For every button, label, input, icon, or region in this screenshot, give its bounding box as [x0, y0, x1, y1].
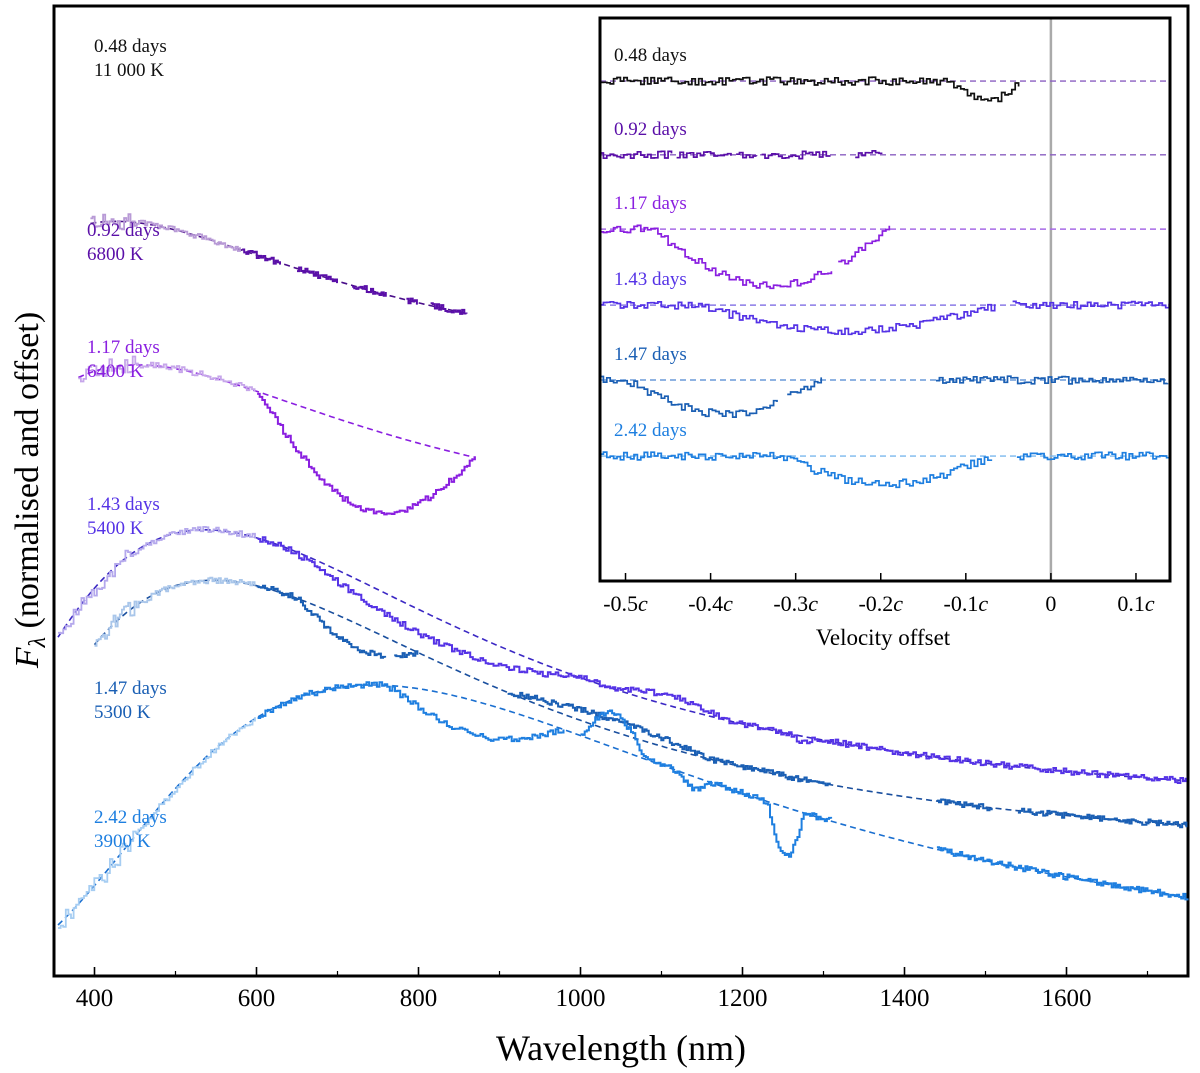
spectrum-segment: [257, 681, 565, 743]
inset-epoch-label: 0.92 days: [614, 119, 687, 140]
x-tick-label: 1600: [1042, 985, 1092, 1012]
spectrum-segment-blue: [58, 526, 256, 635]
epoch-label: 0.48 days: [94, 36, 167, 57]
inset-spectrum-segment: [936, 375, 1169, 385]
x-tick-label: 1200: [718, 985, 768, 1012]
series-0-48days: 0.48 days 11 000 K: [94, 36, 167, 81]
epoch-label: 1.17 days: [87, 337, 160, 358]
inset-x-tick-label: 0.1c: [1117, 591, 1155, 616]
spectrum-segment: [256, 584, 387, 659]
inset-x-tick-label: -0.3c: [773, 591, 818, 616]
spectrum-segment: [242, 248, 281, 265]
inset-series: 1.47 days: [600, 344, 1170, 418]
inset-spectrum-segment: [1016, 451, 1170, 461]
spectrum-segment-blue: [94, 576, 256, 647]
temperature-label: 6400 K: [87, 361, 144, 382]
epoch-label: 1.43 days: [87, 494, 160, 515]
inset-x-tick-label: -0.1c: [944, 591, 989, 616]
inset-spectrum-segment: [676, 150, 732, 159]
inset-epoch-label: 1.47 days: [614, 344, 687, 365]
spectrum-segment: [352, 285, 387, 297]
inset-frame: [598, 16, 1172, 583]
inset-epoch-label: 0.48 days: [614, 45, 687, 66]
spectrum-segment: [1017, 807, 1188, 829]
inset-spectrum-segment: [855, 150, 883, 159]
inset-spectrum-segment: [787, 377, 823, 396]
spectrum-segment: [257, 392, 476, 516]
inset-spectrum-segment: [600, 300, 996, 336]
inset-spectrum-segment: [761, 150, 831, 160]
series-1-47days: 1.47 days 5300 K: [93, 576, 1188, 829]
x-tick-label: 1400: [880, 985, 930, 1012]
temperature-label: 6800 K: [87, 244, 144, 265]
series-1-43days: 1.43 days 5400 K: [57, 494, 1187, 784]
inset-series: 0.48 days: [600, 45, 1170, 103]
inset-epoch-label: 1.43 days: [614, 269, 687, 290]
x-tick-label: 800: [400, 985, 438, 1012]
spectrum-segment: [507, 691, 831, 787]
main-plot-frame: [52, 4, 1190, 978]
temperature-label: 3900 K: [94, 831, 151, 852]
series-1-17days: 1.17 days 6400 K: [77, 337, 476, 516]
spectrum-segment: [936, 798, 993, 812]
inset-spectrum-segment: [736, 151, 758, 159]
inset-background: [596, 14, 1174, 585]
spectrum-segment-blue: [78, 355, 256, 392]
x-axis-label: Wavelength (nm): [496, 1028, 746, 1068]
inset-spectrum-segment: [838, 225, 891, 265]
x-tick-label: 400: [76, 985, 114, 1012]
inset-x-tick-label: -0.5c: [603, 591, 648, 616]
inset-series: 1.43 days: [600, 269, 1170, 336]
inset-x-tick-label: 0: [1045, 591, 1056, 616]
inset-x-axis-label: Velocity offset: [816, 625, 951, 650]
inset-series: 1.17 days: [600, 193, 1170, 290]
blackbody-fit-line: [93, 579, 1187, 826]
spectrum-segment-blue: [58, 717, 256, 929]
spectrum-segment: [580, 709, 833, 858]
spectrum-segment: [257, 536, 1187, 784]
spectrum-segment: [936, 846, 1189, 901]
spectrum-segment: [406, 297, 418, 305]
inset-spectrum-segment: [600, 375, 778, 418]
spectrum-segment: [394, 650, 419, 659]
inset-epoch-label: 1.17 days: [614, 193, 687, 214]
series-0-92days: 0.92 days 6800 K: [87, 213, 468, 315]
inset-epoch-label: 2.42 days: [614, 420, 687, 441]
inset-spectrum-segment: [600, 150, 673, 160]
inset-spectrum-segment: [600, 451, 993, 489]
y-axis-label: Fλ (normalised and offset): [9, 312, 51, 669]
spectrum-segment-blue: [90, 213, 241, 252]
inset-series: 0.92 days: [600, 119, 1170, 160]
inset-series: 2.42 days: [600, 420, 1170, 489]
inset-x-tick-label: -0.2c: [858, 591, 903, 616]
temperature-label: 11 000 K: [94, 60, 164, 81]
spectrum-segment: [430, 302, 468, 315]
inset-spectrum-segment: [600, 76, 1020, 103]
temperature-label: 5300 K: [94, 702, 151, 723]
series-2-42days: 2.42 days 3900 K: [57, 681, 1189, 929]
inset-spectrum-segment: [600, 224, 833, 290]
x-tick-label: 1000: [556, 985, 606, 1012]
spectrum-segment: [297, 266, 338, 284]
epoch-label: 2.42 days: [94, 807, 167, 828]
blackbody-fit-line: [77, 364, 474, 458]
inset-x-tick-label: -0.4c: [688, 591, 733, 616]
main-plot: 400 600 800 1000 1200 1400 1600 Wavelength (nm)…: [9, 4, 1190, 1068]
inset-plot: 0.48 days 0.92 days 1.17 days 1.43 days 1.47…: [596, 14, 1174, 650]
epoch-label: 0.92 days: [87, 220, 160, 241]
inset-spectrum-segment: [1012, 300, 1170, 310]
epoch-label: 1.47 days: [94, 678, 167, 699]
temperature-label: 5400 K: [87, 518, 144, 539]
x-tick-label: 600: [238, 985, 276, 1012]
